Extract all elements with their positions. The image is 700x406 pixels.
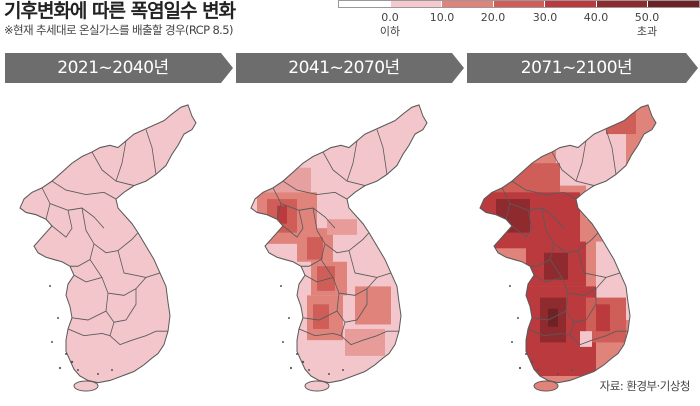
korea-map bbox=[250, 104, 428, 392]
legend-label-50: 50.0 초과 bbox=[634, 11, 660, 38]
period-header-2: 2041~2070년 bbox=[236, 53, 464, 83]
legend-swatch-5 bbox=[545, 1, 597, 7]
legend-swatch-4 bbox=[493, 1, 546, 7]
period-label: 2041~2070년 bbox=[288, 58, 400, 78]
legend-swatch-2 bbox=[390, 1, 443, 7]
legend-swatch-1 bbox=[339, 1, 391, 7]
legend-label-40: 40.0 bbox=[583, 11, 609, 24]
page-title: 기후변화에 따른 폭염일수 변화 bbox=[4, 0, 236, 22]
jeju-island bbox=[533, 380, 559, 392]
korea-map bbox=[19, 104, 197, 392]
arrow-banner-shape bbox=[467, 53, 698, 83]
legend-label-20: 20.0 bbox=[480, 11, 506, 24]
heat-map-2071-2100 bbox=[462, 92, 692, 402]
korea-map bbox=[479, 104, 657, 392]
legend-label-30: 30.0 bbox=[532, 11, 558, 24]
legend: 0.0 이하 10.0 20.0 30.0 40.0 50.0 초과 bbox=[338, 0, 700, 48]
arrow-banner-shape bbox=[5, 53, 233, 83]
legend-swatch-7 bbox=[648, 1, 700, 7]
legend-color-bar bbox=[338, 0, 700, 8]
jeju-island bbox=[73, 380, 99, 392]
period-header-1: 2021~2040년 bbox=[5, 53, 233, 83]
period-header-3: 2071~2100년 bbox=[467, 53, 698, 83]
arrow-banner-shape bbox=[236, 53, 464, 83]
legend-label-10: 10.0 bbox=[429, 11, 455, 24]
heat-map-2021-2040 bbox=[2, 92, 232, 402]
source-credit: 자료: 환경부·기상청 bbox=[599, 379, 691, 393]
legend-label-0: 0.0 이하 bbox=[379, 11, 401, 38]
jeju-island bbox=[304, 380, 330, 392]
legend-swatch-6 bbox=[596, 1, 649, 7]
page-subtitle: ※현재 추세대로 온실가스를 배출할 경우(RCP 8.5) bbox=[4, 23, 233, 37]
period-label: 2021~2040년 bbox=[57, 58, 169, 78]
period-label: 2071~2100년 bbox=[520, 58, 633, 78]
heat-map-2041-2070 bbox=[233, 92, 463, 402]
legend-swatch-3 bbox=[442, 1, 494, 7]
